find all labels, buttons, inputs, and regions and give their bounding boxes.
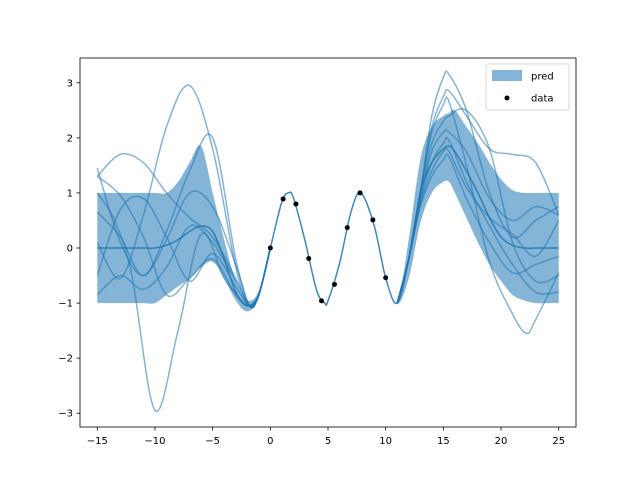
y-tick-label: 3 xyxy=(67,78,73,89)
data-point-1 xyxy=(267,245,273,251)
x-tick-label: 10 xyxy=(379,436,392,447)
y-tick-label: 2 xyxy=(67,133,73,144)
y-tick-label: −2 xyxy=(58,354,73,365)
data-point-6 xyxy=(331,281,337,287)
x-tick-label: 0 xyxy=(267,436,273,447)
data-point-8 xyxy=(357,190,363,196)
data-point-9 xyxy=(370,217,376,223)
y-axis: −3 −2 −1 0 1 2 3 xyxy=(58,78,80,420)
data-point-3 xyxy=(293,201,299,207)
x-tick-label: −5 xyxy=(205,436,220,447)
legend-pred-swatch xyxy=(492,70,522,81)
data-point-4 xyxy=(306,255,312,261)
posterior-sample-7 xyxy=(96,133,272,309)
x-tick-label: 20 xyxy=(495,436,508,447)
y-tick-label: 0 xyxy=(67,244,73,255)
prediction-mean-line xyxy=(97,145,559,307)
legend-pred-label: pred xyxy=(531,72,554,83)
x-tick-label: 15 xyxy=(437,436,450,447)
x-axis: −15 −10 −5 0 5 10 15 20 25 xyxy=(87,427,565,447)
data-point-5 xyxy=(319,298,325,304)
x-tick-label: 25 xyxy=(552,436,565,447)
y-tick-label: −1 xyxy=(58,299,73,310)
data-point-2 xyxy=(280,196,286,202)
legend: pred data xyxy=(485,63,570,111)
y-tick-label: −3 xyxy=(58,409,73,420)
plot-area xyxy=(96,70,560,413)
x-tick-label: 5 xyxy=(325,436,331,447)
data-point-10 xyxy=(383,275,389,281)
posterior-sample-16 xyxy=(396,153,559,304)
x-tick-label: −10 xyxy=(144,436,165,447)
legend-data-label: data xyxy=(531,94,554,105)
posterior-sample-8 xyxy=(96,224,272,308)
x-tick-label: −15 xyxy=(87,436,108,447)
data-point-7 xyxy=(344,225,350,231)
y-tick-label: 1 xyxy=(67,188,73,199)
legend-data-marker xyxy=(504,95,510,101)
